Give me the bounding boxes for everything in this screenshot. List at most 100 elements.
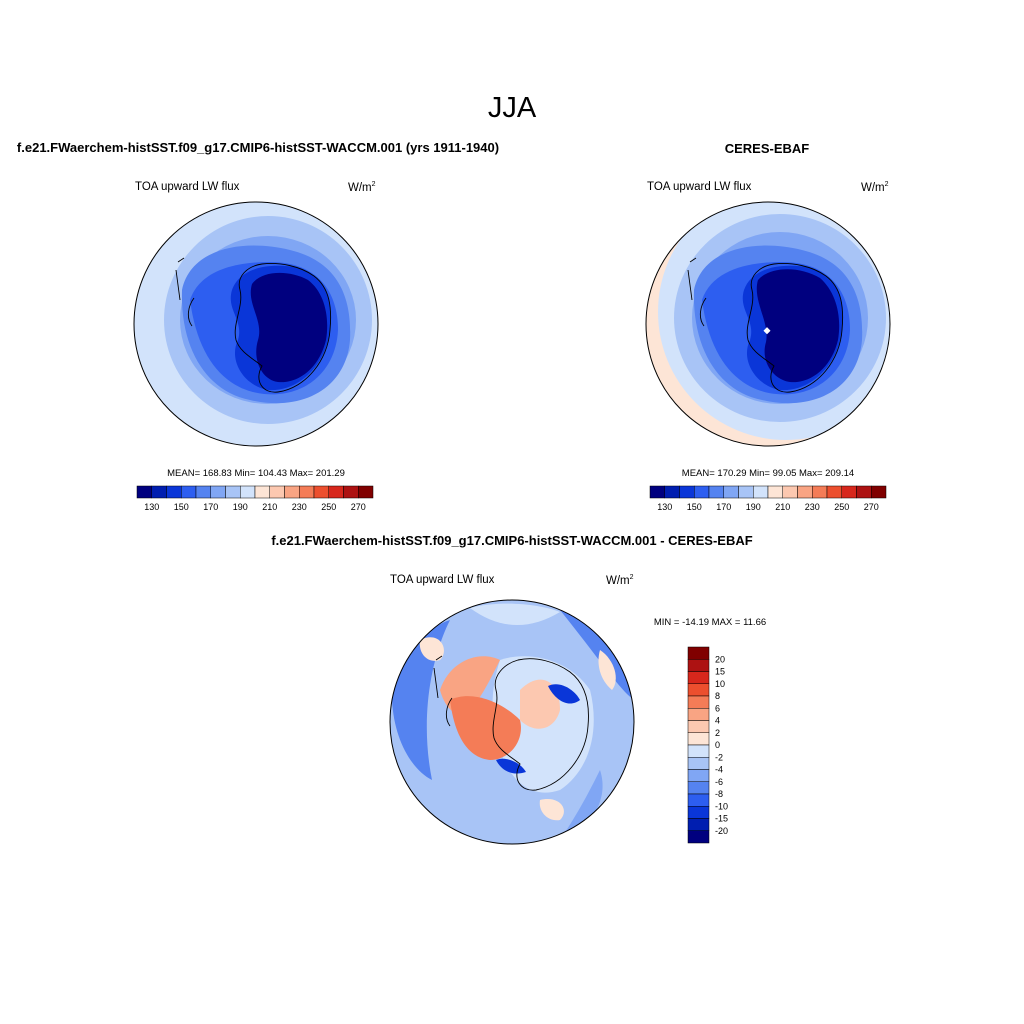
diff-colorbar-cell — [687, 744, 710, 758]
diff-colorbar-label: -15 — [715, 814, 728, 824]
obs-colorbar-cell — [708, 485, 724, 499]
obs-colorbar-cell — [723, 485, 739, 499]
diff-colorbar-cell — [687, 793, 710, 807]
diff-colorbar-cell — [687, 683, 710, 697]
obs-colorbar-label: 270 — [864, 502, 879, 512]
diff-units-label: W/m2 — [606, 574, 634, 587]
diff-colorbar-label: -8 — [715, 789, 723, 799]
diff-colorbar-label: 2 — [715, 728, 720, 738]
obs-coastline — [687, 257, 844, 393]
model-colorbar-cell — [166, 485, 182, 499]
obs-colorbar-label: 230 — [805, 502, 820, 512]
diff-colorbar-cell — [687, 781, 710, 795]
obs-polar-map — [646, 202, 890, 446]
model-colorbar: 130 150 170 190 210 230 250 270 — [136, 485, 374, 512]
obs-map-border — [645, 201, 891, 447]
diff-colorbar-cell — [687, 732, 710, 746]
model-colorbar-cell — [328, 485, 344, 499]
obs-colorbar-cell — [841, 485, 857, 499]
diff-colorbar-label: -2 — [715, 752, 723, 762]
model-coastline — [175, 257, 332, 393]
diff-panel-title: f.e21.FWaerchem-histSST.f09_g17.CMIP6-hi… — [271, 533, 753, 548]
obs-panel-title: CERES-EBAF — [724, 141, 810, 156]
diff-colorbar-cell — [687, 671, 710, 684]
diff-colorbar-label: -20 — [715, 826, 728, 836]
obs-colorbar-label: 190 — [746, 502, 761, 512]
obs-colorbar-cell — [679, 485, 695, 499]
diff-colorbar-label: 0 — [715, 740, 720, 750]
diff-stats: MIN = -14.19 MAX = 11.66 — [653, 617, 767, 628]
diff-colorbar-cell — [687, 830, 710, 844]
model-map-border — [133, 201, 379, 447]
model-colorbar-cell — [181, 485, 197, 499]
model-colorbar-cell — [210, 485, 226, 499]
diff-colorbar-label: -6 — [715, 777, 723, 787]
diff-polar-map — [390, 600, 634, 844]
model-colorbar-cell — [358, 485, 374, 499]
model-panel-title: f.e21.FWaerchem-histSST.f09_g17.CMIP6-hi… — [16, 140, 500, 155]
diff-colorbar-label: 8 — [715, 691, 720, 701]
obs-stats: MEAN= 170.29 Min= 99.05 Max= 209.14 — [681, 468, 855, 479]
model-colorbar-label: 150 — [174, 502, 189, 512]
model-colorbar-label: 130 — [144, 502, 159, 512]
model-colorbar-label: 170 — [203, 502, 218, 512]
obs-colorbar-cell — [738, 485, 754, 499]
obs-colorbar-label: 210 — [775, 502, 790, 512]
obs-colorbar-cell — [871, 485, 887, 499]
diff-colorbar-label: 20 — [715, 654, 725, 664]
obs-colorbar-cell — [812, 485, 828, 499]
obs-colorbar-label: 150 — [687, 502, 702, 512]
model-colorbar-cell — [151, 485, 167, 499]
obs-colorbar-cell — [856, 485, 872, 499]
diff-colorbar-label: -10 — [715, 801, 728, 811]
diff-colorbar-cell — [687, 659, 710, 672]
diff-colorbar-label: -4 — [715, 765, 723, 775]
obs-colorbar-label: 130 — [657, 502, 672, 512]
diff-colorbar-cell — [687, 646, 710, 660]
model-variable-label: TOA upward LW flux — [135, 181, 240, 193]
diff-colorbar-label: 10 — [715, 679, 725, 689]
model-units-label: W/m2 — [348, 181, 376, 194]
model-colorbar-label: 270 — [351, 502, 366, 512]
diff-colorbar-cell — [687, 769, 710, 782]
model-colorbar-cell — [299, 485, 315, 499]
model-colorbar-cell — [254, 485, 270, 499]
model-stats: MEAN= 168.83 Min= 104.43 Max= 201.29 — [167, 468, 345, 479]
diff-colorbar-cell — [687, 818, 710, 831]
model-colorbar-cell — [313, 485, 329, 499]
obs-variable-label: TOA upward LW flux — [647, 181, 752, 193]
obs-colorbar-cell — [649, 485, 665, 499]
figure-title: JJA — [487, 92, 537, 124]
obs-colorbar-label: 250 — [834, 502, 849, 512]
diff-colorbar-cell — [687, 695, 710, 709]
obs-colorbar: 130 150 170 190 210 230 250 270 — [649, 485, 887, 512]
diff-colorbar-cell — [687, 757, 710, 770]
diff-variable-label: TOA upward LW flux — [390, 574, 495, 586]
model-colorbar-cell — [225, 485, 241, 499]
model-colorbar-cell — [269, 485, 285, 499]
model-polar-map — [134, 202, 378, 446]
model-colorbar-cell — [136, 485, 152, 499]
diff-colorbar-cell — [687, 806, 710, 819]
obs-colorbar-cell — [664, 485, 680, 499]
obs-colorbar-cell — [797, 485, 813, 499]
diff-coastline — [433, 655, 589, 791]
model-colorbar-label: 210 — [262, 502, 277, 512]
model-colorbar-cell — [240, 485, 256, 499]
model-colorbar-label: 190 — [233, 502, 248, 512]
obs-colorbar-cell — [767, 485, 783, 499]
obs-colorbar-cell — [826, 485, 842, 499]
obs-colorbar-cell — [782, 485, 798, 499]
diff-colorbar-cell — [687, 720, 710, 733]
diff-map-border — [389, 599, 635, 845]
diff-colorbar-cell — [687, 708, 710, 721]
model-colorbar-cell — [284, 485, 300, 499]
model-colorbar-label: 230 — [292, 502, 307, 512]
model-colorbar-cell — [343, 485, 359, 499]
diff-colorbar-label: 6 — [715, 703, 720, 713]
diff-colorbar-label: 4 — [715, 716, 720, 726]
model-colorbar-cell — [195, 485, 211, 499]
obs-units-label: W/m2 — [861, 181, 889, 194]
